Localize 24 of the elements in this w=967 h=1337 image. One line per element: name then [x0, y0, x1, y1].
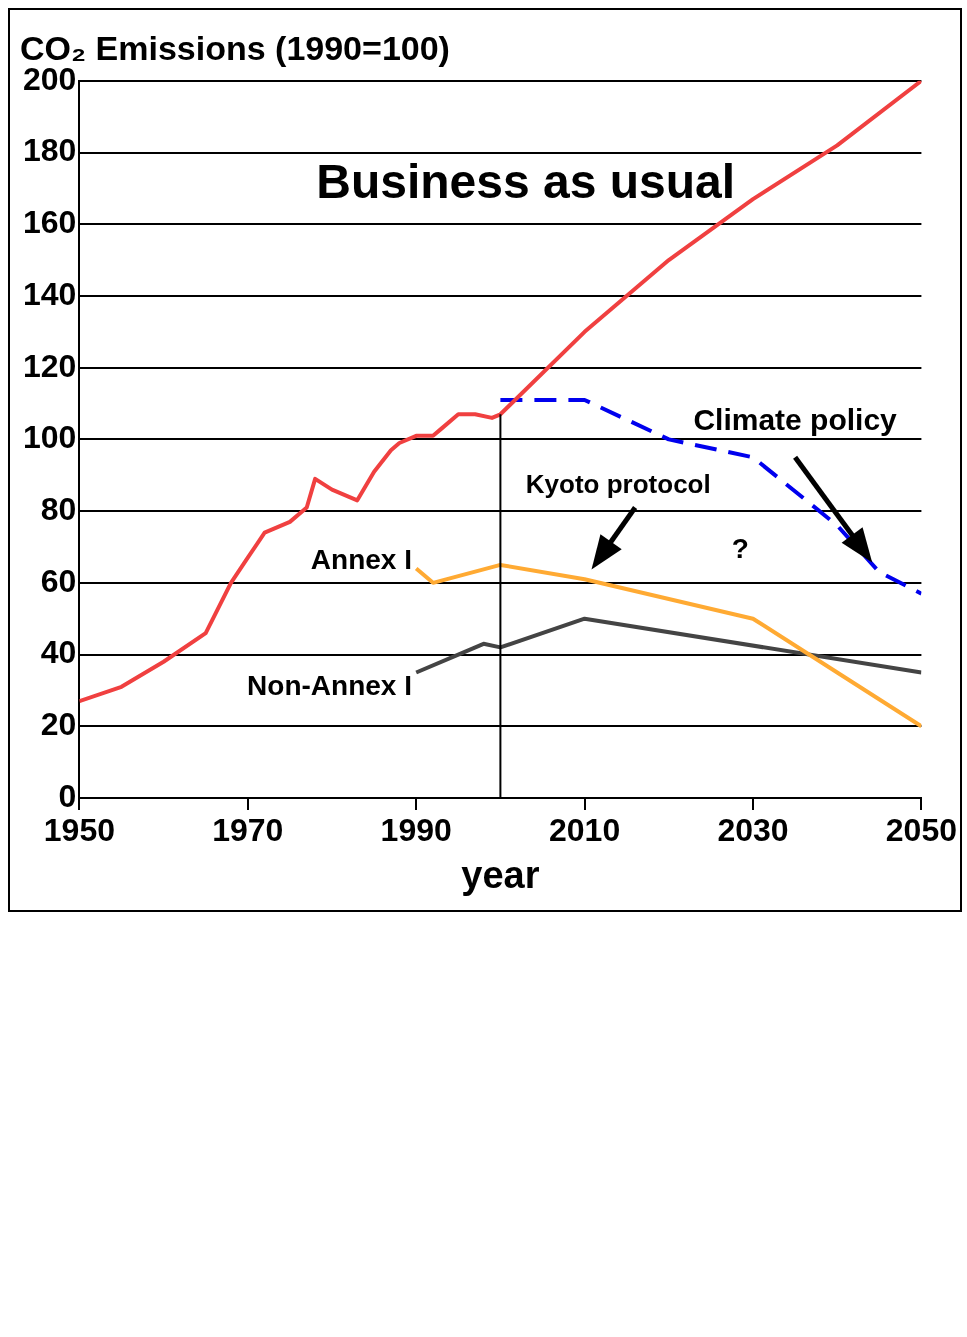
- y-tick-label: 0: [58, 777, 77, 814]
- series-label: Annex I: [310, 544, 412, 576]
- x-tick-label: 2030: [717, 812, 789, 849]
- y-tick-label: 20: [40, 706, 77, 743]
- x-tick-label: 2050: [885, 812, 957, 849]
- series-label: Climate policy: [693, 402, 898, 436]
- series-label: Non-Annex I: [247, 669, 412, 701]
- x-tick-label: 2010: [549, 812, 621, 849]
- line-series: [498, 397, 922, 596]
- y-tick-label: 140: [23, 275, 77, 312]
- series-label: Business as usual: [316, 155, 736, 209]
- y-tick-label: 180: [23, 132, 77, 169]
- x-tick-label: 1990: [380, 812, 452, 849]
- y-tick-label: 60: [40, 562, 77, 599]
- annotation: Kyoto protocol: [525, 469, 711, 500]
- annotation: ?: [731, 533, 749, 565]
- y-tick-label: 40: [40, 634, 77, 671]
- y-tick-label: 80: [40, 490, 77, 527]
- x-tick-label: 1950: [43, 812, 115, 849]
- y-tick-label: 100: [23, 419, 77, 456]
- y-tick-label: 160: [23, 204, 77, 241]
- x-axis-title: year: [461, 853, 540, 896]
- y-tick-label: 120: [23, 347, 77, 384]
- x-tick-label: 1970: [212, 812, 284, 849]
